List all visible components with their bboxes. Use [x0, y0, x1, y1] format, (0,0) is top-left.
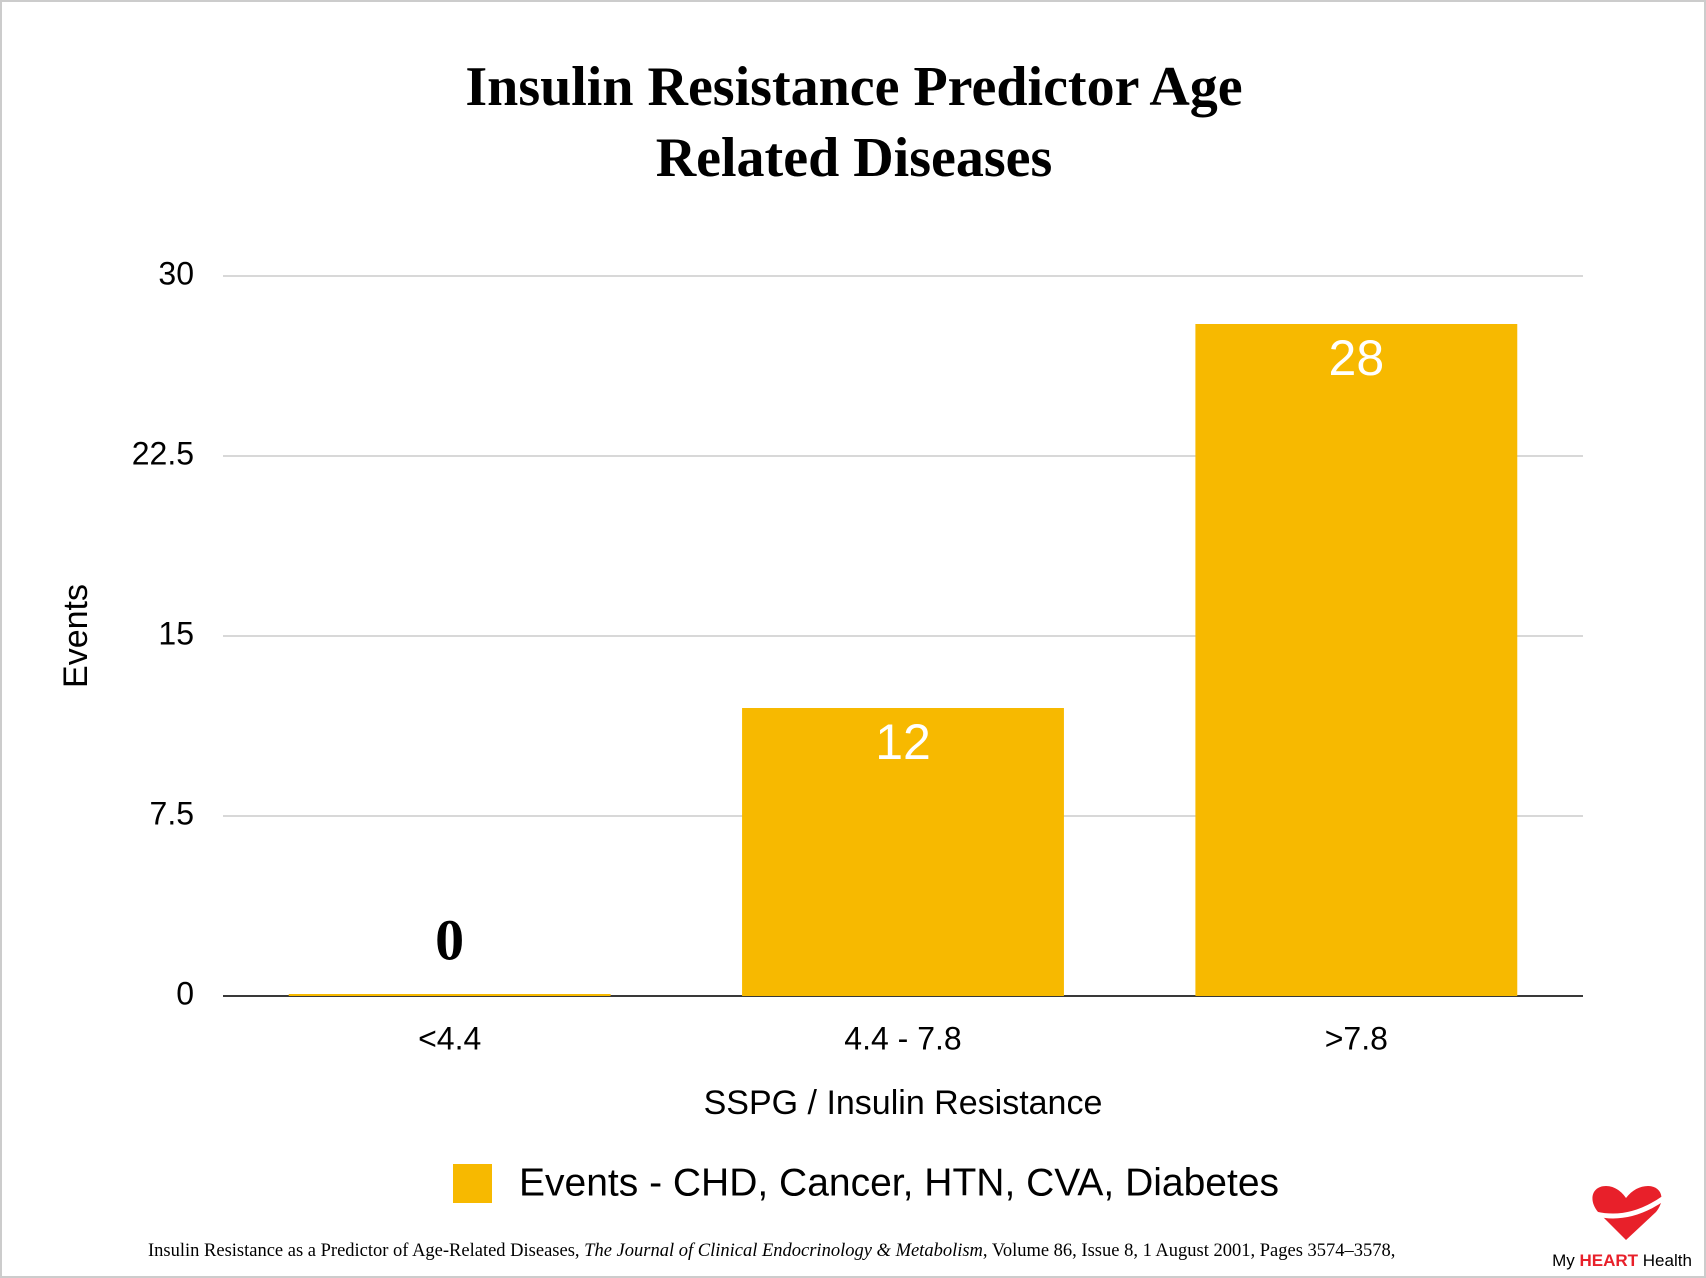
logo-text: My HEART Health: [1552, 1251, 1692, 1270]
citation-journal: The Journal of Clinical Endocrinology & …: [584, 1241, 983, 1261]
x-axis-title: SSPG / Insulin Resistance: [704, 1084, 1103, 1122]
logo-swoosh: [1595, 1195, 1666, 1219]
y-axis-title: Events: [57, 584, 95, 688]
value-label: 28: [1329, 330, 1385, 386]
y-tick-label: 22.5: [132, 435, 194, 471]
chart-title: Insulin Resistance Predictor Age: [465, 56, 1242, 118]
bar: [1195, 324, 1518, 996]
y-tick-label: 30: [158, 255, 194, 291]
value-label: 12: [875, 714, 931, 770]
logo-part: HEART: [1579, 1251, 1638, 1270]
y-tick-label: 15: [158, 615, 194, 651]
value-label: 0: [435, 907, 464, 972]
legend-swatch: [453, 1164, 492, 1203]
x-tick-label: 4.4 - 7.8: [844, 1020, 961, 1056]
x-tick-label: >7.8: [1325, 1020, 1388, 1056]
citation: Insulin Resistance as a Predictor of Age…: [148, 1241, 1395, 1261]
logo-part: Health: [1638, 1251, 1692, 1270]
chart-title: Related Diseases: [656, 127, 1053, 189]
bar: [742, 708, 1064, 996]
bar: [288, 994, 611, 996]
y-tick-label: 0: [176, 975, 194, 1011]
citation-part: , Volume 86, Issue 8, 1 August 2001, Pag…: [983, 1241, 1396, 1261]
x-tick-label: <4.4: [418, 1020, 481, 1056]
y-tick-label: 7.5: [150, 795, 194, 831]
legend-label: Events - CHD, Cancer, HTN, CVA, Diabetes: [519, 1161, 1279, 1204]
logo-part: My: [1552, 1251, 1579, 1270]
citation-part: Insulin Resistance as a Predictor of Age…: [148, 1241, 584, 1261]
